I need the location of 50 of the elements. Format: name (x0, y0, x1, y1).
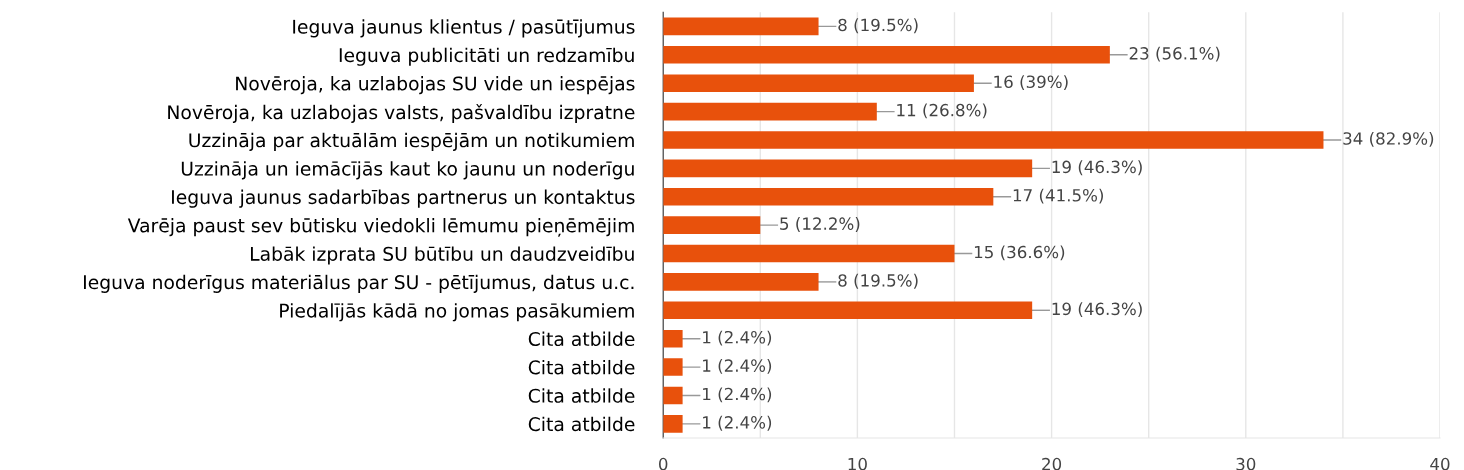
bar (663, 273, 819, 291)
bar (663, 159, 1033, 178)
bar (663, 386, 683, 405)
data-label: 5 (12.2%) (780, 217, 860, 232)
bar (663, 216, 761, 234)
y-tick-label: Ieguva jaunus sadarbības partnerus un kontaktus (172, 189, 635, 208)
y-tick-label: Cita atbilde (528, 416, 635, 432)
data-label: 1 (2.4%) (703, 330, 772, 346)
bar (663, 187, 994, 206)
bar (663, 74, 974, 92)
y-tick-label: Novēroja, ka uzlabojas valsts, pašvaldību izpratne (168, 104, 635, 123)
y-tick-label: Labāk izprata SU būtību un daudzveidību (250, 246, 634, 265)
bar (663, 415, 683, 433)
bar (663, 301, 1033, 320)
data-label: 16 (39%) (994, 75, 1068, 90)
y-tick-label: Ieguva jaunus klientus / pasūtījumus (293, 19, 635, 38)
data-label: 19 (46.3%) (1052, 302, 1142, 318)
data-label: 19 (46.3%) (1052, 160, 1142, 176)
data-label: 1 (2.4%) (703, 359, 772, 374)
bar (663, 244, 955, 263)
data-label: 15 (36.6%) (974, 245, 1065, 261)
bar (663, 358, 683, 376)
bar (663, 329, 683, 348)
x-tick-label: 40 (1430, 457, 1450, 470)
data-label: 17 (41.5%) (1013, 188, 1103, 204)
bar (663, 46, 1110, 64)
y-tick-label: Uzzināja un iemācījās kaut ko jaunu un noderīgu (181, 161, 634, 180)
x-tick-label: 20 (1042, 457, 1062, 470)
y-tick-label: Cita atbilde (528, 359, 635, 375)
y-tick-label: Uzzināja par aktuālām iespējām un notikumiem (189, 132, 634, 151)
bar (663, 102, 877, 121)
y-tick-label: Varēja paust sev būtisku viedokli lēmumu pieņēmējim (127, 218, 634, 237)
x-tick-label: 30 (1236, 457, 1256, 470)
y-tick-label: Ieguva publicitāti un redzamību (339, 47, 634, 66)
data-label: 11 (26.8%) (897, 103, 987, 119)
data-label: 34 (82.9%) (1343, 131, 1434, 147)
x-tick-label: 10 (848, 457, 867, 470)
bar (663, 17, 819, 36)
bar (663, 131, 1324, 149)
y-tick-label: Cita atbilde (528, 331, 635, 347)
y-tick-label: Ieguva noderīgus materiālus par SU - pētījumus, datus u.c. (84, 274, 634, 293)
y-tick-label: Cita atbilde (528, 388, 635, 403)
x-tick-label: 0 (658, 457, 668, 470)
data-label: 8 (19.5%) (838, 18, 918, 34)
data-label: 1 (2.4%) (703, 415, 772, 431)
data-label: 1 (2.4%) (703, 387, 772, 403)
data-label: 23 (56.1%) (1129, 46, 1220, 62)
y-tick-label: Piedalījās kādā no jomas pasākumiem (280, 303, 634, 322)
y-tick-label: Novēroja, ka uzlabojas SU vide un iespējas (236, 76, 635, 95)
data-label: 8 (19.5%) (838, 273, 918, 289)
